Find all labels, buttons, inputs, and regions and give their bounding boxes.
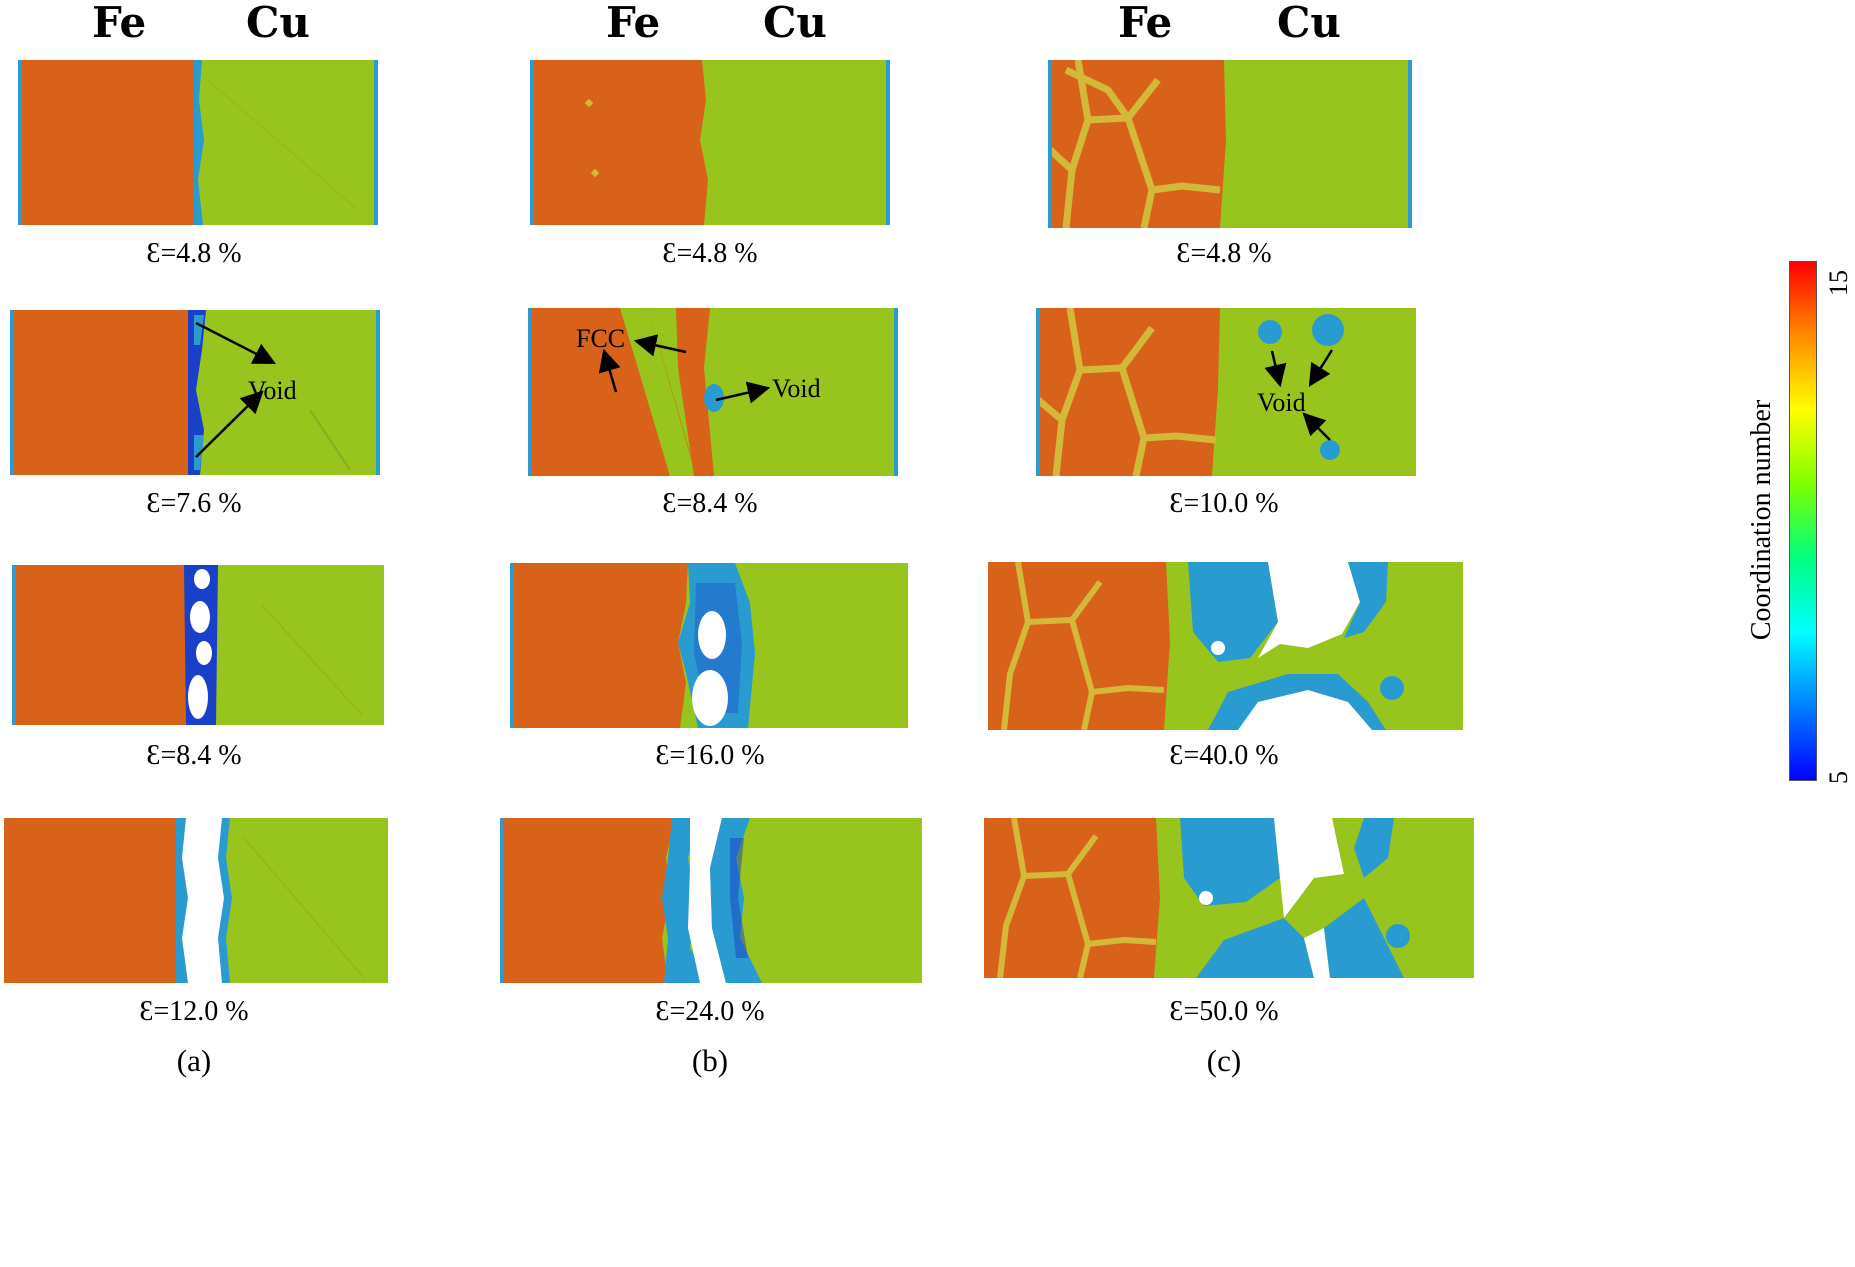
colorbar-title: Coordination number bbox=[1746, 399, 1777, 641]
colorbar-max-label: 15 bbox=[1824, 270, 1853, 296]
panel-c1 bbox=[1048, 60, 1412, 228]
annotation-void-c: Void bbox=[1257, 388, 1306, 417]
header-fe-a: Fe bbox=[92, 0, 147, 47]
annotation-fcc-b: FCC bbox=[576, 324, 626, 353]
annotation-void-a: Void bbox=[248, 376, 297, 405]
caption-a2: Ɛ=7.6 % bbox=[146, 488, 242, 519]
header-cu-b: Cu bbox=[763, 0, 827, 47]
panel-b4 bbox=[500, 818, 922, 983]
colorbar bbox=[1789, 261, 1817, 781]
panel-a2 bbox=[10, 310, 380, 475]
caption-b4: Ɛ=24.0 % bbox=[655, 996, 765, 1027]
caption-c1: Ɛ=4.8 % bbox=[1176, 238, 1272, 269]
panel-c3 bbox=[988, 562, 1463, 730]
panel-a1 bbox=[18, 60, 378, 225]
column-label-b: (b) bbox=[691, 1043, 729, 1078]
colorbar-min-label: 5 bbox=[1824, 771, 1853, 784]
column-label-a: (a) bbox=[176, 1043, 212, 1078]
column-label-c: (c) bbox=[1206, 1043, 1242, 1078]
caption-c3: Ɛ=40.0 % bbox=[1169, 740, 1279, 771]
caption-b2: Ɛ=8.4 % bbox=[662, 488, 758, 519]
panel-c4 bbox=[984, 818, 1474, 978]
panel-c2 bbox=[1036, 308, 1416, 476]
caption-b1: Ɛ=4.8 % bbox=[662, 238, 758, 269]
header-cu-a: Cu bbox=[246, 0, 310, 47]
panel-b3 bbox=[510, 563, 908, 728]
annotation-void-b: Void bbox=[772, 374, 821, 403]
header-cu-c: Cu bbox=[1277, 0, 1341, 47]
caption-a4: Ɛ=12.0 % bbox=[139, 996, 249, 1027]
caption-a3: Ɛ=8.4 % bbox=[146, 740, 242, 771]
header-fe-b: Fe bbox=[606, 0, 661, 47]
caption-c2: Ɛ=10.0 % bbox=[1169, 488, 1279, 519]
panel-b1 bbox=[530, 60, 890, 225]
header-fe-c: Fe bbox=[1118, 0, 1173, 47]
caption-a1: Ɛ=4.8 % bbox=[146, 238, 242, 269]
panel-a4 bbox=[4, 818, 388, 983]
panel-a3 bbox=[12, 565, 384, 725]
caption-b3: Ɛ=16.0 % bbox=[655, 740, 765, 771]
caption-c4: Ɛ=50.0 % bbox=[1169, 996, 1279, 1027]
